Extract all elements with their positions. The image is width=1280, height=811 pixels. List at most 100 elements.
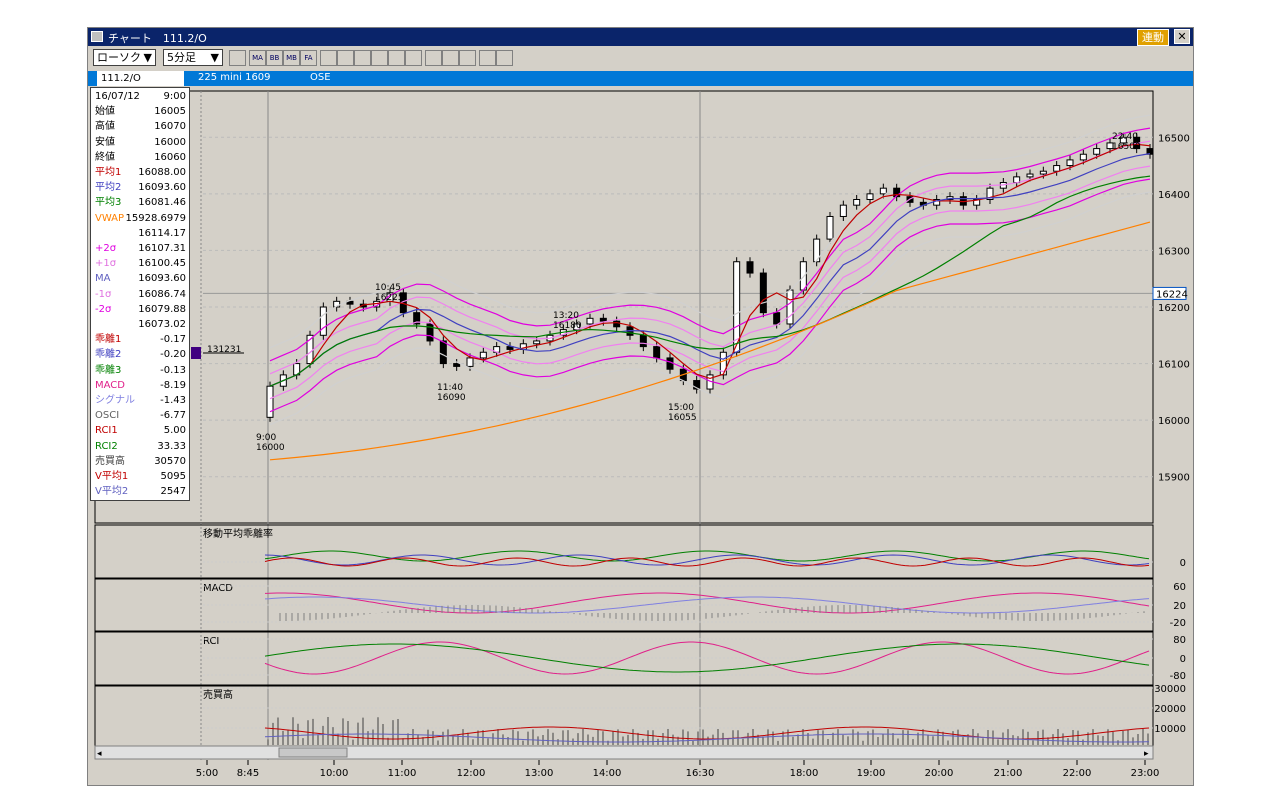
time-axis-label: 14:00 xyxy=(593,768,622,779)
candle-body xyxy=(266,385,274,418)
volume-average-2 xyxy=(264,733,1149,743)
time-axis-label: 22:00 xyxy=(1063,768,1092,779)
data-value: 16093.60 xyxy=(138,182,186,194)
data-row: 乖離2 -0.20 xyxy=(91,347,189,362)
bb-upper2 xyxy=(269,127,1151,362)
close-icon[interactable]: ✕ xyxy=(1174,29,1190,44)
bar-chart-icon[interactable] xyxy=(354,50,371,66)
search-person-icon[interactable] xyxy=(479,50,496,66)
price-annotation-value: 16500 xyxy=(1112,142,1141,152)
data-value: 16086.74 xyxy=(138,288,186,300)
bb-icon[interactable]: BB xyxy=(266,50,283,66)
candle-body xyxy=(599,317,607,322)
panel-title: RCI xyxy=(203,636,219,647)
time-axis-label: 19:00 xyxy=(857,768,886,779)
link-button[interactable]: 連動 xyxy=(1137,29,1169,46)
candle-body xyxy=(479,351,487,359)
time-axis-label: 21:00 xyxy=(994,768,1023,779)
data-value: -0.13 xyxy=(160,364,186,376)
ma-icon[interactable]: MA xyxy=(249,50,266,66)
macd-signal-line xyxy=(264,596,1150,614)
mb-icon[interactable]: MB xyxy=(283,50,300,66)
bb-upper3 xyxy=(269,114,1151,349)
candle-body xyxy=(453,363,461,367)
candle-chart-icon[interactable] xyxy=(337,50,354,66)
data-value: -6.77 xyxy=(160,410,186,422)
data-value: 16079.88 xyxy=(138,303,186,315)
indicator-tick-label: -80 xyxy=(1170,671,1186,682)
fa-icon[interactable]: FA xyxy=(300,50,317,66)
chart-app-icon xyxy=(91,31,103,42)
time-axis-label: 11:00 xyxy=(388,768,417,779)
rci-line-2 xyxy=(264,643,1150,673)
data-row: 高値 16070 xyxy=(91,119,189,134)
indicator-tick-label: 0 xyxy=(1180,558,1186,569)
price-annotation-time: 9:00 xyxy=(256,433,276,443)
interval-select[interactable]: 5分足 ▼ xyxy=(163,49,223,66)
chevron-down-icon: ▼ xyxy=(143,51,152,64)
data-row: 安値 16000 xyxy=(91,135,189,150)
grid-icon[interactable] xyxy=(229,50,246,66)
candle-body xyxy=(879,187,887,195)
symbol-field[interactable]: 111.2/O xyxy=(97,71,184,86)
data-value: 16060 xyxy=(154,151,186,163)
interval-value: 5分足 xyxy=(167,51,196,64)
data-value: 9:00 xyxy=(163,91,186,102)
data-value: 16114.17 xyxy=(138,227,186,239)
price-annotation-time: 11:40 xyxy=(437,383,463,393)
scroll-right-icon: ▸ xyxy=(1144,749,1149,759)
data-row: 終値 16060 xyxy=(91,150,189,165)
data-row: RCI2 33.33 xyxy=(91,439,189,454)
price-annotation-time: 15:00 xyxy=(668,403,694,413)
candle-body xyxy=(639,334,647,348)
candle-body xyxy=(359,303,367,308)
bb-lower3 xyxy=(269,191,1151,426)
data-row: V平均2 2547 xyxy=(91,484,189,499)
data-row: +1σ 16100.45 xyxy=(91,256,189,271)
candle-body xyxy=(1066,159,1074,167)
rci-line-1 xyxy=(264,641,1150,675)
indicator-tick-label: 30000 xyxy=(1154,684,1186,695)
zoom-icon[interactable] xyxy=(371,50,388,66)
column-icon[interactable] xyxy=(405,50,422,66)
cursor-icon[interactable] xyxy=(442,50,459,66)
line-chart-icon[interactable] xyxy=(320,50,337,66)
data-value: -1.43 xyxy=(160,395,186,406)
kanji-icon[interactable] xyxy=(388,50,405,66)
price-annotation-value: 16090 xyxy=(437,393,466,403)
candle-body xyxy=(746,261,754,274)
price-annotation-value: 16055 xyxy=(668,413,697,423)
indicator-tick-label: 60 xyxy=(1173,582,1186,593)
scrollbar-thumb xyxy=(278,747,348,758)
data-key: MACD xyxy=(95,379,125,391)
data-key: 安値 xyxy=(95,136,115,148)
panel-title: MACD xyxy=(203,583,233,594)
eraser-icon[interactable] xyxy=(459,50,476,66)
bb-lower1 xyxy=(269,165,1151,400)
data-key: 平均1 xyxy=(95,167,122,178)
cursor-marker xyxy=(191,347,201,359)
fibonacci-icon[interactable] xyxy=(496,50,513,66)
data-key: シグナル xyxy=(95,395,135,406)
indicator-tick-label: 20000 xyxy=(1154,704,1186,715)
horizontal-scrollbar xyxy=(94,745,1154,760)
candle-body xyxy=(839,204,847,217)
data-row: 売買高 30570 xyxy=(91,454,189,469)
indicator-tick-label: 10000 xyxy=(1154,724,1186,735)
candle-body xyxy=(1079,153,1087,161)
data-key: -1σ xyxy=(95,288,112,300)
candle-body xyxy=(666,357,674,370)
moving-average-2 xyxy=(269,153,1151,387)
data-value: 16000 xyxy=(154,136,186,148)
candle-body xyxy=(613,320,621,328)
pen-icon[interactable] xyxy=(425,50,442,66)
instrument-name: 225 mini 1609 xyxy=(198,72,271,83)
time-axis-label: 13:00 xyxy=(525,768,554,779)
data-key: 乖離1 xyxy=(95,334,122,346)
candle-body xyxy=(1053,165,1061,172)
data-key: 始値 xyxy=(95,106,115,118)
candle-body xyxy=(799,261,807,291)
chart-type-select[interactable]: ローソク ▼ xyxy=(93,49,156,66)
data-row: +2σ 16107.31 xyxy=(91,241,189,256)
